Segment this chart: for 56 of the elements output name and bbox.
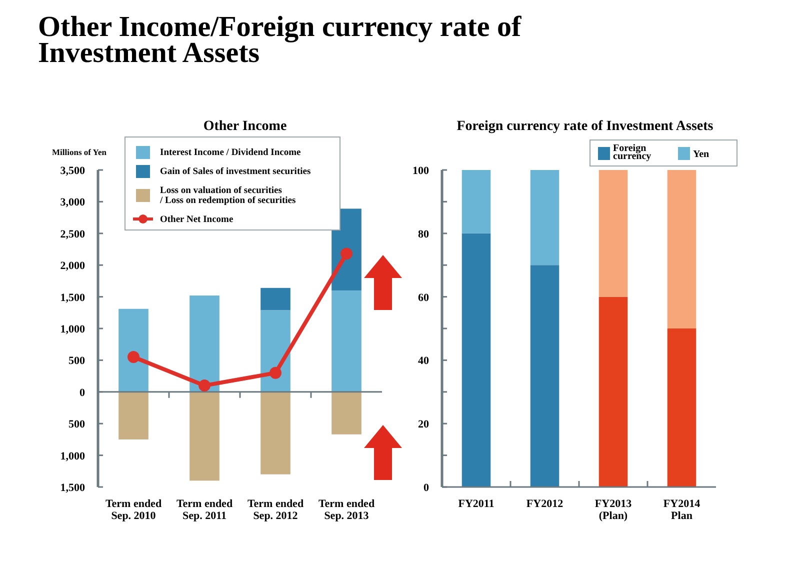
y-tick-label: 1,500 <box>60 482 86 494</box>
bar <box>462 170 491 234</box>
y-tick-label: 100 <box>412 165 430 177</box>
x-tick-label: FY2012 <box>526 498 564 510</box>
bar <box>462 233 491 487</box>
bar <box>260 288 290 310</box>
bar <box>190 296 220 392</box>
x-tick-label: Term ended Sep. 2013 <box>318 498 375 522</box>
legend-label: Yen <box>693 149 710 160</box>
y-tick-label: 500 <box>68 418 86 431</box>
bar <box>332 290 362 392</box>
point <box>340 248 352 260</box>
legend-label: Gain of Sales of investment securities <box>160 167 311 177</box>
x-tick-label: FY2014 Plan <box>663 498 701 522</box>
chart-title: Other Income <box>203 119 287 134</box>
bar <box>598 170 628 297</box>
bar <box>260 392 290 474</box>
y-tick-label: 3,500 <box>60 165 86 177</box>
y-axis-title: Millions of Yen <box>52 147 107 157</box>
y-tick-label: 0 <box>80 386 86 399</box>
y-tick-label: 3,000 <box>60 196 86 209</box>
y-tick-label: 20 <box>418 418 430 431</box>
x-tick-label: Term ended Sep. 2010 <box>105 498 162 522</box>
y-tick-label: 2,500 <box>60 228 86 240</box>
y-tick-label: 500 <box>68 355 86 368</box>
x-tick-label: Term ended Sep. 2011 <box>176 498 233 522</box>
point <box>270 366 282 379</box>
y-tick-label: 2,000 <box>60 260 86 272</box>
y-tick-label: 40 <box>418 355 430 368</box>
bar <box>332 392 362 434</box>
legend-label: Interest Income / Dividend Income <box>160 148 301 158</box>
point <box>128 351 140 364</box>
bar <box>530 170 560 266</box>
x-tick-label: FY2011 <box>458 498 494 510</box>
bar <box>530 265 560 487</box>
legend-label: Other Net Income <box>160 215 234 225</box>
text: Other Income/Foreign currency rate of Investment Assets <box>38 11 522 69</box>
y-tick-label: 80 <box>418 228 430 240</box>
y-tick-label: 60 <box>418 292 430 304</box>
bar <box>598 296 628 487</box>
chart-title: Foreign currency rate of Investment Assets <box>456 119 714 134</box>
x-tick-label: FY2013 (Plan) <box>594 498 632 522</box>
legend-label: Foreign currency <box>613 143 652 162</box>
y-tick-label: 0 <box>424 482 430 494</box>
bar <box>260 310 290 392</box>
bar <box>118 392 148 440</box>
x-tick-label: Term ended Sep. 2012 <box>247 498 304 522</box>
legend-label: Loss on valuation of securities / Loss on redemption of securities <box>159 186 296 206</box>
bar <box>667 328 696 487</box>
point <box>198 380 210 392</box>
bar <box>190 392 220 481</box>
y-tick-label: 1,000 <box>60 450 86 462</box>
y-tick-label: 1,000 <box>60 324 86 336</box>
bar <box>667 170 696 328</box>
bar <box>118 308 148 392</box>
y-tick-label: 1,500 <box>60 292 86 304</box>
